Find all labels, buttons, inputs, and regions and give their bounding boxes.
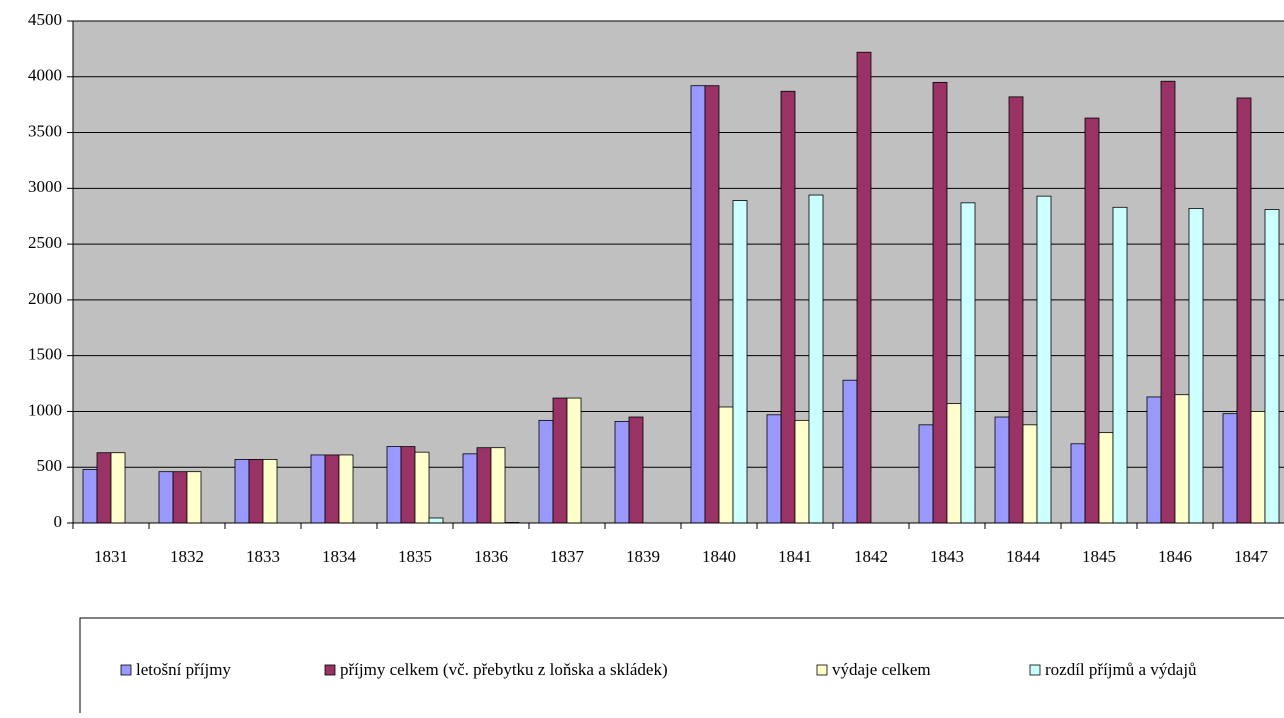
bar — [1264, 209, 1280, 524]
bar — [946, 403, 962, 524]
bar — [960, 202, 976, 524]
x-tick-label: 1833 — [246, 547, 280, 566]
x-tick-label: 1839 — [626, 547, 660, 566]
x-tick-label: 1841 — [778, 547, 812, 566]
legend-label: letošní příjmy — [136, 660, 231, 679]
y-tick-label: 0 — [54, 512, 63, 531]
bar — [732, 200, 748, 524]
bar — [1236, 97, 1252, 524]
bar — [1022, 424, 1038, 524]
bar — [780, 90, 796, 524]
y-tick-label: 500 — [37, 456, 63, 475]
bar — [172, 471, 188, 524]
bar — [324, 454, 340, 524]
bar — [918, 424, 934, 524]
bar — [538, 419, 554, 524]
bar — [1036, 195, 1052, 524]
y-tick-label: 3000 — [28, 177, 62, 196]
x-tick-label: 1837 — [550, 547, 585, 566]
x-tick-label: 1832 — [170, 547, 204, 566]
x-tick-label: 1845 — [1082, 547, 1116, 566]
y-tick-label: 1500 — [28, 345, 62, 364]
bar — [96, 452, 112, 524]
bar — [1084, 117, 1100, 524]
y-tick-label: 2000 — [28, 289, 62, 308]
bar — [82, 469, 98, 524]
bar — [718, 406, 734, 524]
x-tick-label: 1842 — [854, 547, 888, 566]
bar — [110, 452, 126, 524]
bar — [462, 453, 478, 524]
bar — [428, 517, 444, 524]
bar — [1250, 411, 1266, 524]
bar — [386, 446, 402, 524]
bar — [1070, 443, 1086, 524]
x-tick-label: 1846 — [1158, 547, 1192, 566]
bar — [794, 419, 810, 524]
x-tick-label: 1847 — [1234, 547, 1269, 566]
y-tick-label: 2500 — [28, 233, 62, 252]
y-tick-label: 4000 — [28, 66, 62, 85]
bar — [856, 51, 872, 524]
plot-area — [73, 21, 1284, 523]
bar — [808, 194, 824, 524]
bar — [1174, 394, 1190, 524]
bar — [1160, 80, 1176, 524]
x-tick-label: 1835 — [398, 547, 432, 566]
bar — [766, 414, 782, 524]
x-tick-label: 1836 — [474, 547, 508, 566]
bar — [614, 421, 630, 524]
legend-box — [79, 617, 1284, 718]
bar — [690, 85, 706, 524]
legend-swatch — [324, 664, 336, 676]
bar — [628, 416, 644, 524]
bar — [338, 454, 354, 524]
y-tick-label: 3500 — [28, 121, 62, 140]
bar — [704, 85, 720, 524]
bar — [566, 397, 582, 524]
bar — [1112, 206, 1128, 524]
bar — [262, 459, 278, 524]
legend-swatch — [120, 664, 132, 676]
x-tick-label: 1840 — [702, 547, 736, 566]
bar — [994, 416, 1010, 524]
legend-swatch — [816, 664, 828, 676]
bar — [158, 471, 174, 524]
legend-label: rozdíl příjmů a výdajů — [1045, 660, 1197, 679]
x-tick-label: 1844 — [1006, 547, 1041, 566]
y-tick-label: 4500 — [28, 10, 62, 29]
bar — [186, 471, 202, 524]
bar — [234, 459, 250, 524]
bar — [1188, 208, 1204, 524]
bar — [310, 454, 326, 524]
x-tick-label: 1834 — [322, 547, 357, 566]
bar — [932, 81, 948, 524]
y-tick-label: 1000 — [28, 400, 62, 419]
legend-label: výdaje celkem — [832, 660, 931, 679]
x-tick-label: 1831 — [94, 547, 128, 566]
bar — [1222, 413, 1238, 524]
bar — [1146, 396, 1162, 524]
bar — [476, 447, 492, 524]
x-tick-label: 1843 — [930, 547, 964, 566]
bar — [414, 451, 430, 524]
bar — [400, 446, 416, 524]
legend-label: příjmy celkem (vč. přebytku z loňska a s… — [340, 660, 668, 679]
bar — [248, 459, 264, 524]
bar — [1098, 432, 1114, 524]
legend-swatch — [1029, 664, 1041, 676]
bar — [842, 379, 858, 524]
bar — [552, 397, 568, 524]
bar — [490, 447, 506, 524]
bar — [1008, 96, 1024, 524]
